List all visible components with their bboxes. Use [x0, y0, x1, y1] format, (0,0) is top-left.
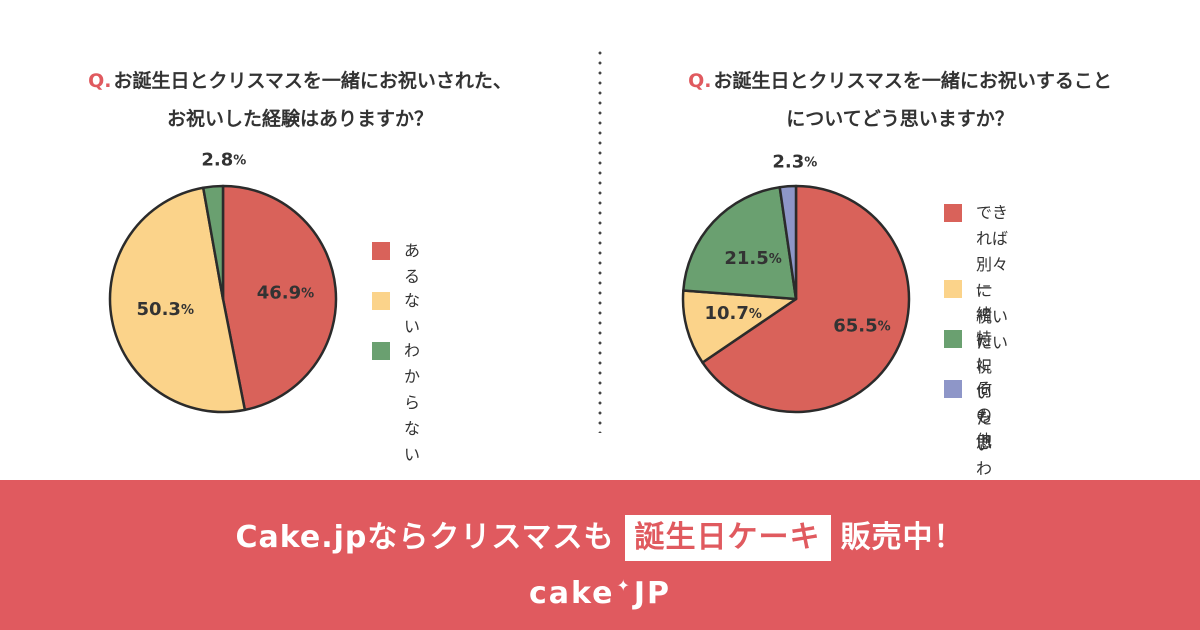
left-slice-2 — [201, 184, 225, 301]
banner-highlight: 誕生日ケーキ — [624, 515, 831, 561]
banner-headline: Cake.jpならクリスマスも 誕生日ケーキ 販売中！ — [0, 512, 1200, 561]
left-legend-label-1: ない — [404, 291, 421, 336]
brand-logo-left: cake — [528, 576, 615, 611]
right-legend-label-0: できれば別々に 祝いたい — [976, 203, 1009, 352]
dotted-divider — [598, 48, 602, 433]
right-legend-swatch-3 — [944, 380, 962, 398]
right-question-text1: お誕生日とクリスマスを一緒にお祝いすること — [713, 70, 1112, 92]
left-question-line1: Q. お誕生日とクリスマスを一緒にお祝いされた、 — [0, 62, 600, 100]
right-legend-label-1: 一緒に祝いたい — [976, 279, 993, 454]
right-value-label-1: 10.7% — [704, 303, 761, 324]
right-legend-label-3: その他 — [976, 379, 993, 450]
right-value-label-0: 65.5% — [833, 315, 890, 336]
banner-text-before: Cake.jpならクリスマスも — [235, 520, 615, 555]
right-chart-panel: Q. お誕生日とクリスマスを一緒にお祝いすること についてどう思いますか？ 65.… — [600, 0, 1200, 530]
right-value-label-3: 2.3% — [772, 151, 817, 172]
right-slice-1 — [681, 289, 798, 364]
sparkle-icon: ✦ — [616, 576, 632, 595]
left-chart-panel: Q. お誕生日とクリスマスを一緒にお祝いされた、 お祝いした経験はありますか？ 4… — [0, 0, 600, 470]
left-legend-label-0: ある — [404, 241, 421, 286]
left-legend-label-2: わからない — [404, 341, 421, 464]
left-pie-chart: 46.9% 50.3% 2.8% — [108, 149, 338, 414]
right-slice-0 — [701, 184, 911, 414]
left-slice-0 — [221, 184, 338, 412]
left-slice-1 — [108, 186, 247, 414]
left-legend-swatch-2 — [372, 342, 390, 360]
right-legend-swatch-1 — [944, 280, 962, 298]
left-value-label-2: 2.8% — [201, 149, 246, 170]
right-question-line1: Q. お誕生日とクリスマスを一緒にお祝いすること — [600, 62, 1200, 100]
left-value-label-0: 46.9% — [257, 282, 314, 303]
banner-text-after: 販売中！ — [840, 520, 965, 555]
right-value-label-2: 21.5% — [724, 248, 781, 269]
left-question-text1: お誕生日とクリスマスを一緒にお祝いされた、 — [113, 70, 512, 92]
right-slice-2 — [682, 185, 798, 301]
promo-banner[interactable]: Cake.jpならクリスマスも 誕生日ケーキ 販売中！ cake ✦JP — [0, 480, 1200, 630]
brand-logo[interactable]: cake ✦JP — [0, 576, 1200, 611]
right-legend-swatch-0 — [944, 204, 962, 222]
right-legend-swatch-2 — [944, 330, 962, 348]
brand-logo-right: JP — [633, 576, 672, 611]
left-question-prefix: Q. — [88, 70, 112, 92]
left-question-line2: お祝いした経験はありますか？ — [166, 108, 433, 130]
right-question-line2: についてどう思いますか？ — [786, 108, 1014, 130]
left-question: Q. お誕生日とクリスマスを一緒にお祝いされた、 お祝いした経験はありますか？ — [0, 62, 600, 138]
left-legend-swatch-1 — [372, 292, 390, 310]
right-slice-3 — [778, 184, 798, 301]
left-legend-swatch-0 — [372, 242, 390, 260]
right-question-prefix: Q. — [688, 70, 712, 92]
left-value-label-1: 50.3% — [137, 299, 194, 320]
right-pie-chart: 65.5% 10.7% 21.5% 2.3% — [681, 151, 911, 414]
right-question: Q. お誕生日とクリスマスを一緒にお祝いすること についてどう思いますか？ — [600, 62, 1200, 138]
